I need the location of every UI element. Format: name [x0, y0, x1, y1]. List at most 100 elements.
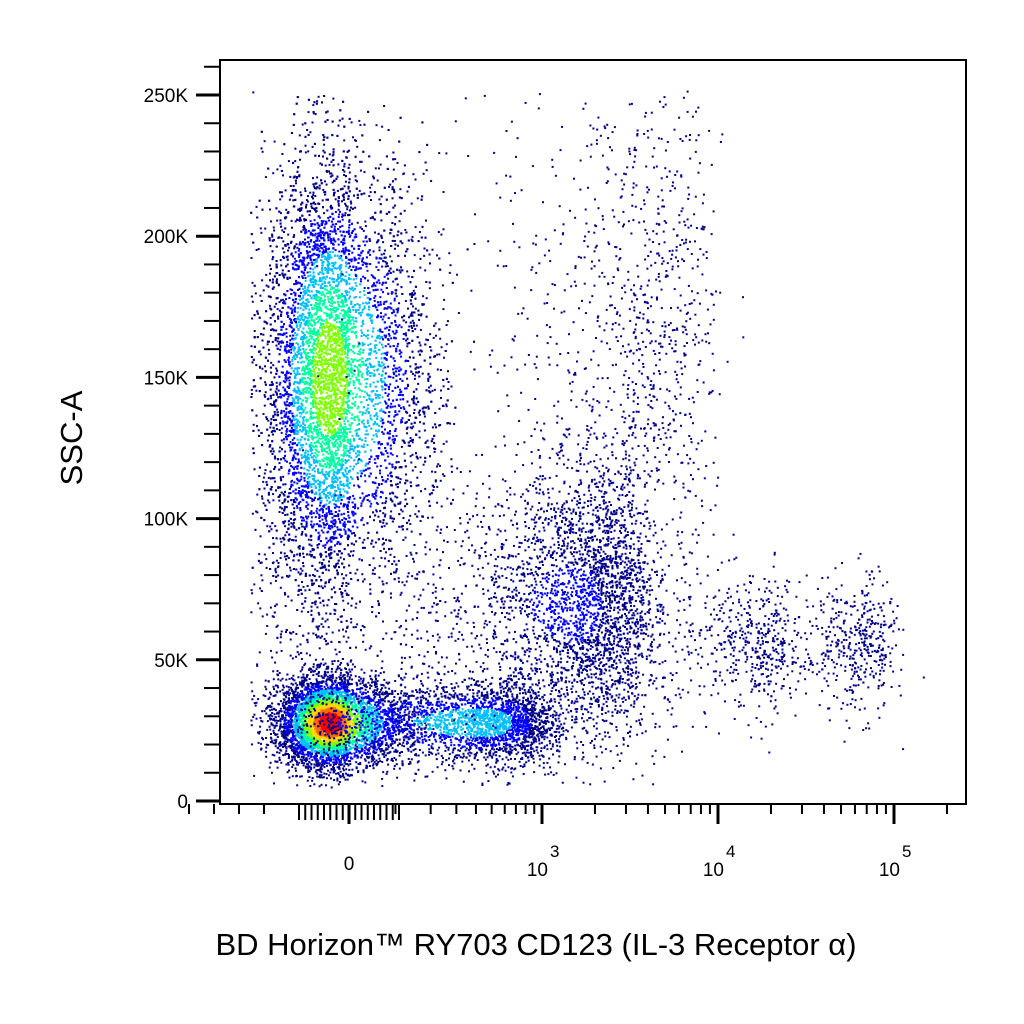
data-point: [268, 477, 270, 479]
data-point: [429, 287, 431, 289]
data-point: [295, 182, 297, 184]
data-point: [394, 496, 396, 498]
data-point: [450, 458, 452, 460]
data-point: [284, 552, 286, 554]
data-point: [335, 249, 337, 251]
data-point: [403, 374, 405, 376]
data-point: [357, 353, 359, 355]
data-point: [288, 160, 290, 162]
data-point: [280, 587, 282, 589]
data-point: [304, 480, 306, 482]
data-point: [348, 283, 350, 285]
data-point: [309, 214, 311, 216]
data-point: [283, 544, 285, 546]
data-point: [423, 464, 425, 466]
data-point: [290, 373, 292, 375]
data-point: [282, 476, 284, 478]
data-point: [414, 375, 416, 377]
data-point: [405, 537, 407, 539]
data-point: [419, 421, 421, 423]
data-point: [384, 412, 386, 414]
data-point: [387, 421, 389, 423]
data-point: [300, 476, 302, 478]
data-point: [423, 173, 425, 175]
data-point: [302, 288, 304, 290]
data-point: [426, 169, 428, 171]
data-point: [381, 284, 383, 286]
data-point: [350, 269, 352, 271]
data-point: [406, 270, 408, 272]
data-point: [274, 430, 276, 432]
data-point: [309, 271, 311, 273]
data-point: [374, 295, 376, 297]
data-point: [304, 589, 306, 591]
data-point: [332, 231, 334, 233]
data-point: [318, 96, 320, 98]
data-point: [357, 478, 359, 480]
data-point: [315, 485, 317, 487]
data-point: [297, 651, 299, 653]
data-point: [314, 234, 316, 236]
data-point: [281, 427, 283, 429]
data-point: [252, 301, 254, 303]
data-point: [438, 152, 440, 154]
data-point: [445, 702, 447, 704]
data-point: [341, 250, 343, 252]
data-point: [374, 458, 376, 460]
data-point: [355, 573, 357, 575]
data-point: [318, 625, 320, 627]
data-point: [379, 330, 381, 332]
data-point: [397, 162, 399, 164]
data-point: [294, 388, 296, 390]
data-point: [289, 384, 291, 386]
data-point: [309, 328, 311, 330]
data-point: [367, 337, 369, 339]
data-point: [314, 219, 316, 221]
data-point: [290, 185, 292, 187]
data-point: [322, 199, 324, 201]
data-point: [408, 405, 410, 407]
data-point: [350, 457, 352, 459]
data-point: [322, 156, 324, 158]
data-point: [316, 606, 318, 608]
data-point: [331, 305, 333, 307]
data-point: [345, 574, 347, 576]
data-point: [352, 495, 354, 497]
data-point: [307, 195, 309, 197]
data-point: [346, 208, 348, 210]
data-point: [288, 247, 290, 249]
data-point: [423, 255, 425, 257]
data-point: [281, 432, 283, 434]
data-point: [313, 512, 315, 514]
data-point: [364, 171, 366, 173]
data-point: [265, 416, 267, 418]
data-point: [397, 345, 399, 347]
data-point: [302, 499, 304, 501]
data-point: [329, 277, 331, 279]
data-point: [269, 305, 271, 307]
data-point: [359, 291, 361, 293]
data-point: [397, 245, 399, 247]
data-point: [417, 197, 419, 199]
data-point: [373, 546, 375, 548]
data-point: [364, 287, 366, 289]
data-point: [306, 204, 308, 206]
data-point: [295, 633, 297, 635]
data-point: [414, 409, 416, 411]
data-point: [302, 400, 304, 402]
data-point: [376, 309, 378, 311]
data-point: [329, 305, 331, 307]
data-point: [364, 221, 366, 223]
data-point: [343, 488, 345, 490]
data-point: [398, 461, 400, 463]
data-point: [348, 262, 350, 264]
data-point: [294, 353, 296, 355]
data-point: [434, 389, 436, 391]
data-point: [277, 308, 279, 310]
data-point: [440, 369, 442, 371]
data-point: [262, 151, 264, 153]
data-point: [316, 176, 318, 178]
data-point: [338, 317, 340, 319]
data-point: [343, 174, 345, 176]
